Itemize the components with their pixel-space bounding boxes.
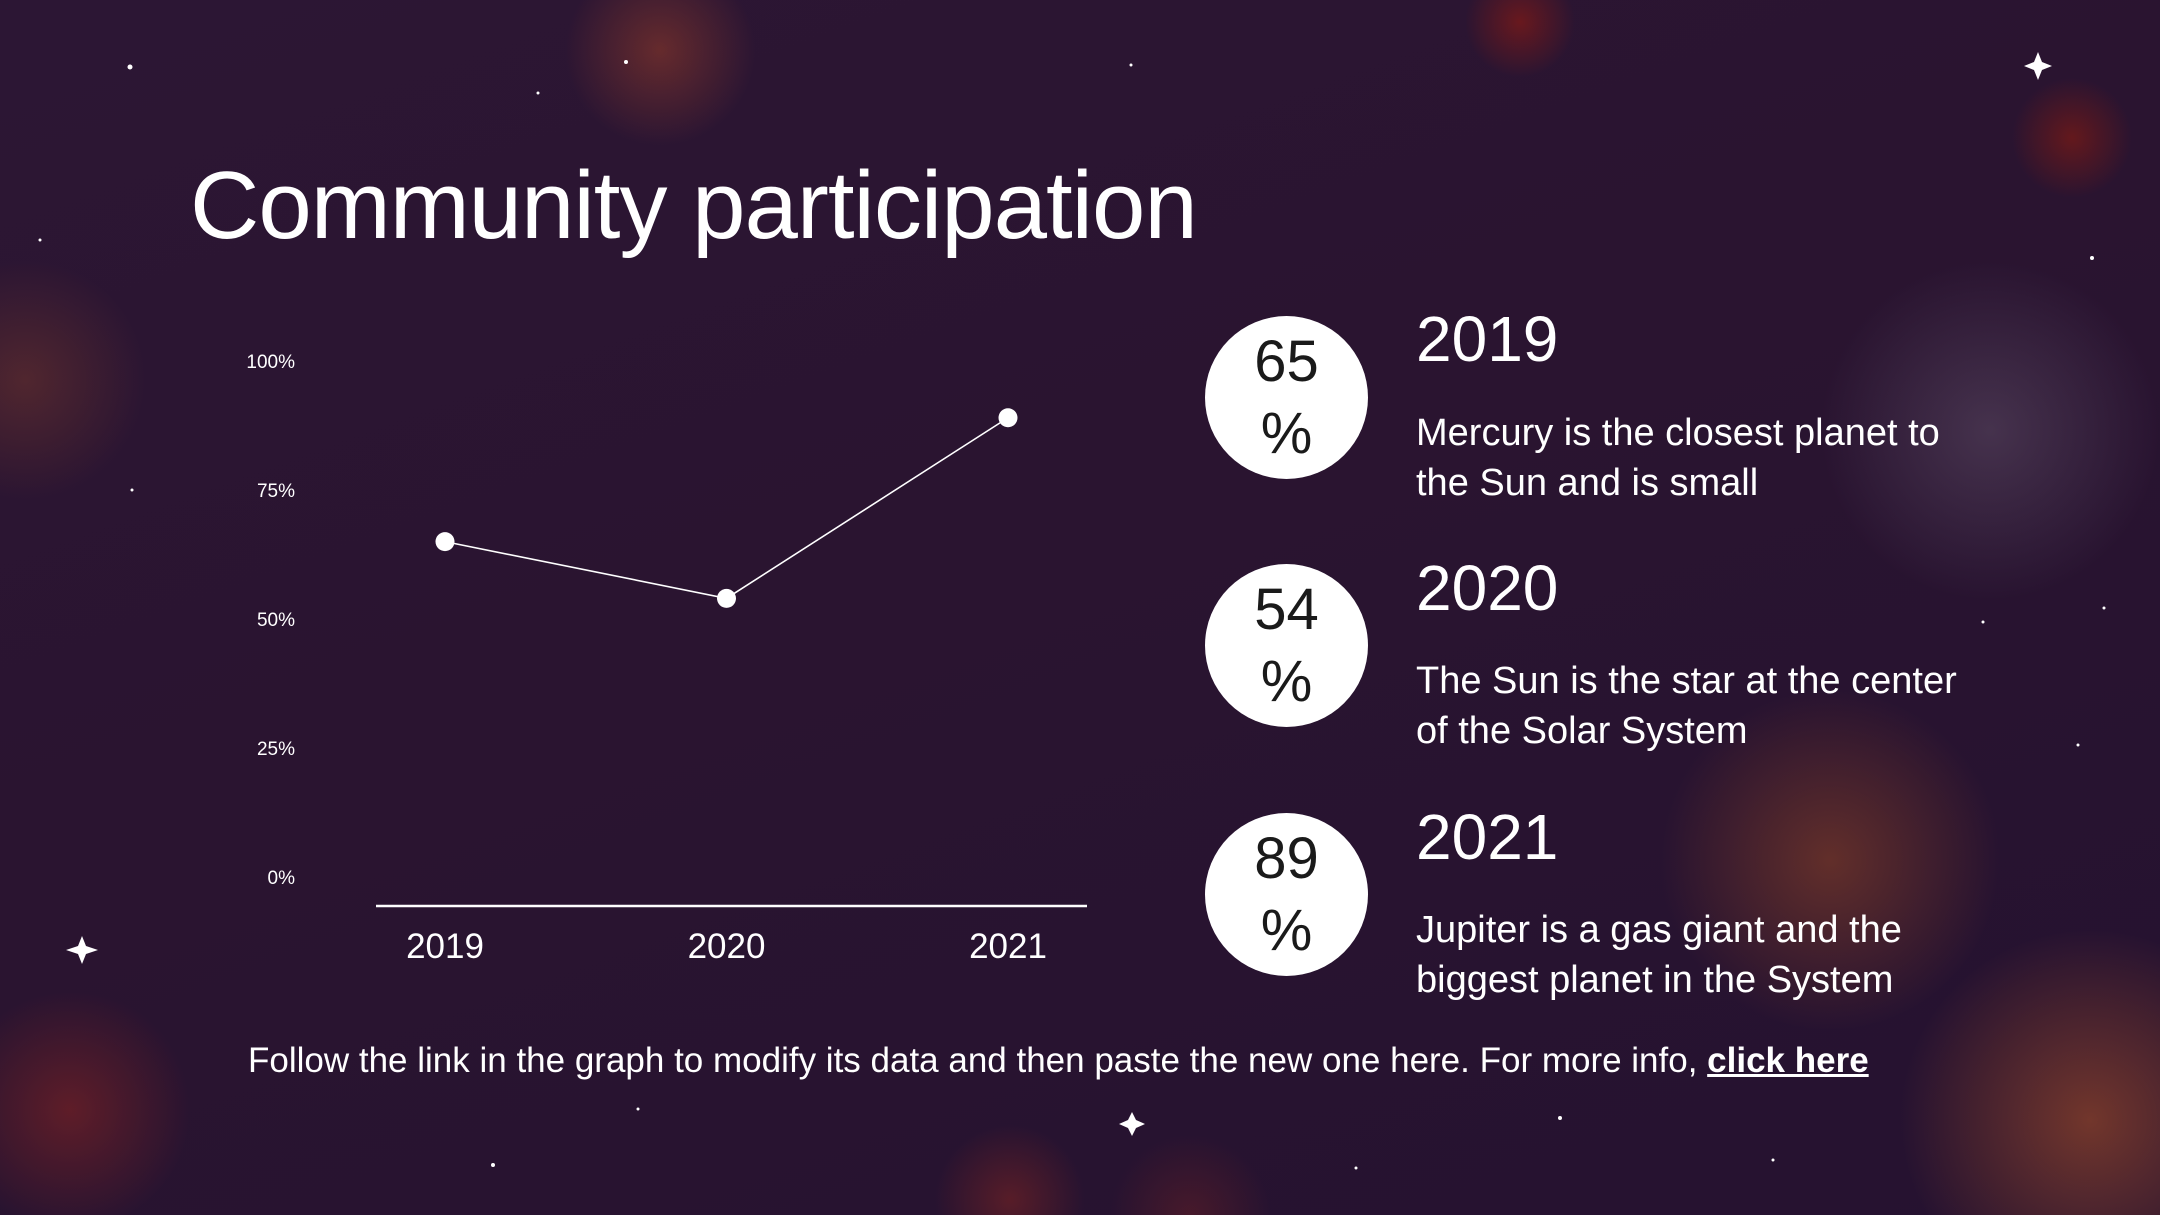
x-tick-label: 2020 [688, 927, 766, 966]
stat-unit: % [1260, 648, 1313, 714]
stat-year-2019: 2019 [1416, 303, 1559, 375]
stat-year-2021: 2021 [1416, 801, 1559, 873]
stat-value: 89 [1254, 825, 1319, 891]
star-dot [2076, 743, 2080, 747]
footer-note: Follow the link in the graph to modify i… [248, 1039, 1948, 1083]
star-dot [624, 60, 628, 64]
y-tick-label: 75% [257, 481, 295, 502]
star-dot [1981, 620, 1985, 624]
footer-text: Follow the link in the graph to modify i… [248, 1041, 1708, 1080]
y-tick-label: 0% [268, 868, 296, 889]
data-point [435, 532, 455, 552]
stat-circle-2021: 89 % [1205, 813, 1368, 976]
click-here-link[interactable]: click here [1707, 1041, 1869, 1080]
y-tick-label: 25% [257, 739, 295, 760]
star-dot [1129, 63, 1133, 67]
x-tick-label: 2019 [406, 927, 484, 966]
slide-title: Community participation [190, 152, 1198, 259]
stat-description-2020: The Sun is the star at the center of the… [1416, 660, 1957, 752]
sparkle-star [66, 936, 98, 964]
y-tick-label: 50% [257, 610, 295, 631]
series-line [444, 417, 1009, 600]
stat-circle-2020: 54 % [1205, 564, 1368, 727]
star-dot [2090, 256, 2094, 260]
stat-value: 65 [1254, 328, 1319, 394]
stat-year-2020: 2020 [1416, 552, 1559, 624]
stat-value: 54 [1254, 576, 1319, 642]
y-tick-label: 100% [246, 352, 295, 373]
stat-unit: % [1260, 897, 1313, 963]
star-dot [130, 488, 134, 492]
star-dot [1354, 1166, 1358, 1170]
star-dot [536, 91, 540, 95]
star-dot [636, 1107, 640, 1111]
stat-description-2021: Jupiter is a gas giant and the biggest p… [1416, 909, 1902, 1001]
star-dot [1558, 1116, 1562, 1120]
star-dot [127, 64, 133, 70]
x-tick-label: 2021 [969, 927, 1047, 966]
data-point [717, 588, 736, 608]
stat-unit: % [1260, 400, 1313, 466]
star-dot [491, 1163, 495, 1167]
stat-circle-2019: 65 % [1205, 316, 1368, 479]
sparkle-star [2024, 52, 2052, 80]
star-dot [38, 238, 42, 242]
stat-description-2019: Mercury is the closest planet to the Sun… [1416, 412, 1940, 504]
star-dot [2102, 606, 2106, 610]
sparkle-star [1119, 1112, 1145, 1136]
star-dot [1771, 1158, 1775, 1162]
data-point [998, 408, 1018, 428]
